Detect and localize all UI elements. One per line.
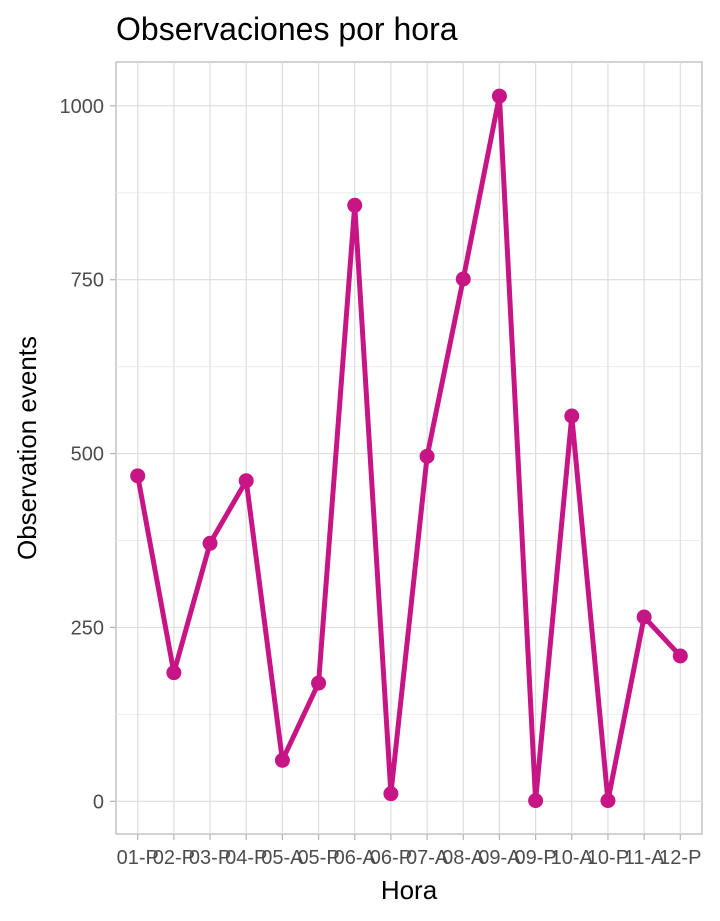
x-tick-label: 12-P [659,847,701,869]
x-tick-label: 01-P [117,847,159,869]
data-point [311,675,327,691]
data-point [600,793,616,809]
panel-background [115,61,703,835]
x-tick-label: 11-A [624,847,665,869]
x-tick-label: 06-P [370,847,412,869]
y-tick-label: 0 [93,791,104,813]
x-tick-label: 09-A [478,847,521,869]
data-point [202,535,218,551]
data-series [130,88,688,809]
data-point [528,793,544,809]
y-tick-label: 1000 [60,96,105,118]
data-point [564,408,580,424]
x-tick-label: 03-P [189,847,231,869]
chart-title: Observaciones por hora [116,11,458,47]
y-tick-label: 250 [71,617,104,639]
data-point [383,786,399,802]
data-point [419,448,435,464]
data-point [636,609,652,625]
x-tick-label: 10-P [587,847,629,869]
x-tick-label: 05-A [261,847,304,869]
x-tick-label: 06-A [334,847,377,869]
y-tick-label: 500 [71,444,104,466]
x-tick-label: 09-P [514,847,556,869]
axes: 0250500750100001-P02-P03-P04-P05-A05-P06… [60,96,702,869]
x-tick-label: 10-A [551,847,594,869]
x-tick-label: 05-P [297,847,339,869]
x-tick-label: 07-A [406,847,449,869]
x-tick-label: 08-A [442,847,485,869]
data-point [491,88,507,104]
data-point [274,752,290,768]
data-point [130,468,146,484]
x-axis-title: Hora [381,875,438,905]
data-point [238,473,254,489]
series-line [135,93,683,804]
data-point [166,665,182,681]
data-point [347,197,363,213]
data-point [455,271,471,287]
x-tick-label: 04-P [225,847,267,869]
data-point [672,648,688,664]
x-tick-label: 02-P [153,847,195,869]
y-tick-label: 750 [71,270,104,292]
y-axis-title: Observation events [12,336,42,560]
